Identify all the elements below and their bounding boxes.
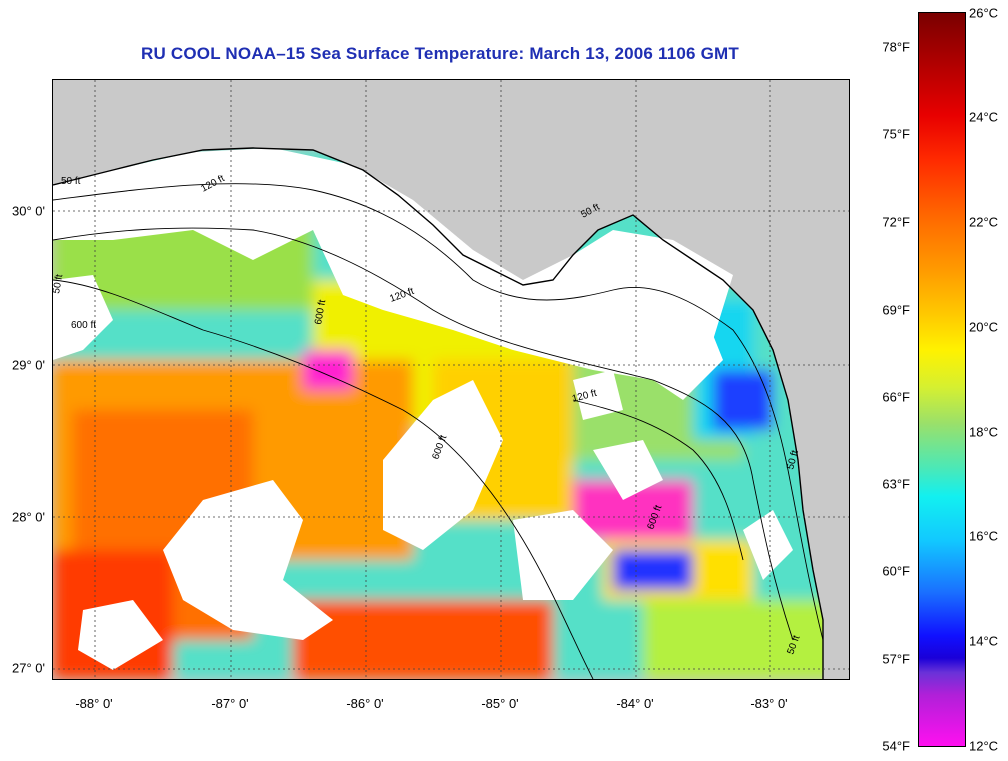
sst-map-svg: 50 ft 120 ft 600 ft 600 ft 600 ft 120 ft… xyxy=(53,80,849,679)
cloud-mask xyxy=(53,148,793,670)
colorbar-fahrenheit-label: 54°F xyxy=(882,738,910,754)
x-tick-label: -83° 0' xyxy=(750,696,788,711)
colorbar-fahrenheit-label: 66°F xyxy=(882,389,910,405)
map-title: RU COOL NOAA–15 Sea Surface Temperature:… xyxy=(141,44,739,63)
contour-label: 600 ft xyxy=(71,320,96,331)
contour-label: 50 ft xyxy=(61,176,81,187)
y-tick-label: 28° 0' xyxy=(12,509,45,525)
colorbar-celsius-label: 16°C xyxy=(969,528,999,544)
contour-label: 50 ft xyxy=(785,449,801,471)
colorbar-fahrenheit-label: 75°F xyxy=(882,126,910,142)
x-tick-label: -86° 0' xyxy=(346,696,384,711)
contour-label: 50 ft xyxy=(53,273,65,294)
land-mass xyxy=(53,80,849,679)
colorbar-celsius-label: 22°C xyxy=(969,214,999,230)
colorbar-fahrenheit-label: 57°F xyxy=(882,651,910,667)
x-tick-label: -85° 0' xyxy=(481,696,519,711)
x-tick-label: -87° 0' xyxy=(211,696,249,711)
colorbar-celsius-label: 12°C xyxy=(969,738,999,754)
colorbar-celsius-label: 20°C xyxy=(969,319,999,335)
coastline xyxy=(53,147,824,679)
y-tick-label: 30° 0' xyxy=(12,203,45,219)
colorbar-celsius-label: 24°C xyxy=(969,109,999,125)
bathymetry-contours xyxy=(53,183,824,679)
colorbar-fahrenheit-label: 63°F xyxy=(882,476,910,492)
colorbar-celsius-label: 18°C xyxy=(969,424,999,440)
y-tick-label: 29° 0' xyxy=(12,357,45,373)
temperature-colorbar xyxy=(918,12,966,747)
contour-label: 600 ft xyxy=(313,299,328,326)
x-tick-label: -84° 0' xyxy=(616,696,654,711)
sst-map: 50 ft 120 ft 600 ft 600 ft 600 ft 120 ft… xyxy=(52,79,850,680)
y-tick-label: 27° 0' xyxy=(12,660,45,676)
x-tick-label: -88° 0' xyxy=(75,696,113,711)
colorbar-fahrenheit-label: 60°F xyxy=(882,563,910,579)
colorbar-fahrenheit-label: 78°F xyxy=(882,39,910,55)
colorbar-celsius-label: 26°C xyxy=(969,5,999,21)
colorbar-fahrenheit-label: 69°F xyxy=(882,302,910,318)
colorbar-fahrenheit-label: 72°F xyxy=(882,214,910,230)
colorbar-celsius-label: 14°C xyxy=(969,633,999,649)
